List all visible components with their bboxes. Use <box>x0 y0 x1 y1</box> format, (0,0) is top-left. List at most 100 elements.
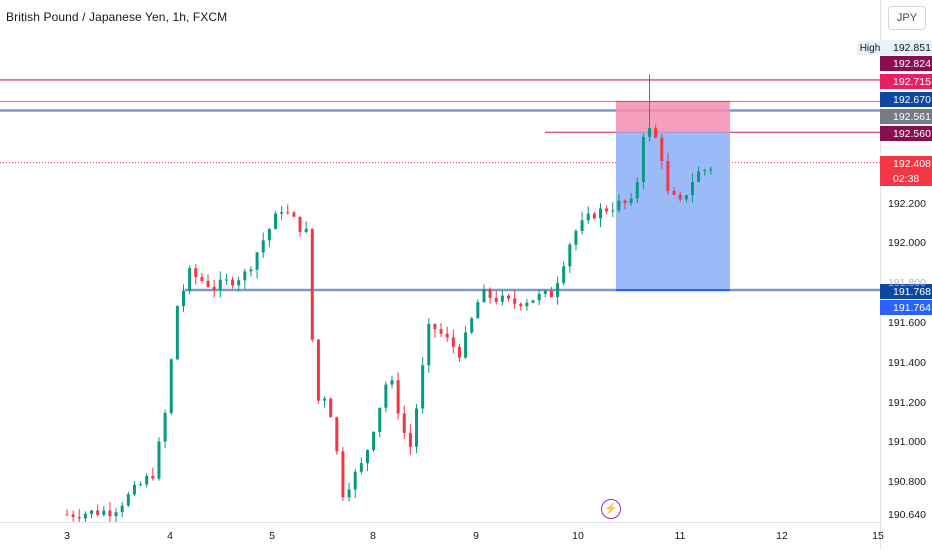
candle <box>549 287 553 298</box>
candle <box>243 268 247 289</box>
time-tick: 3 <box>64 530 70 542</box>
candle <box>102 506 106 517</box>
price-tick: 191.400 <box>888 357 926 369</box>
symbol-legend[interactable]: British Pound / Japanese Yen, 1h, FXCM <box>6 10 228 24</box>
candle-body <box>427 324 431 366</box>
candle-body <box>255 252 259 270</box>
candle-body <box>372 431 376 451</box>
candle <box>611 202 615 217</box>
price-tag-target-close: 191.764 <box>880 300 932 315</box>
candle-body <box>145 476 149 485</box>
candle-body <box>323 398 327 401</box>
candle-body <box>445 333 449 338</box>
candle-body <box>470 318 474 333</box>
chart-pane[interactable]: British Pound / Japanese Yen, 1h, FXCM <box>0 0 880 522</box>
candle-body <box>586 213 590 221</box>
candle <box>359 457 363 475</box>
price-tick: 191.000 <box>888 436 926 448</box>
candle-body <box>163 413 167 442</box>
candle-body <box>635 182 639 199</box>
candle-body <box>525 302 529 307</box>
candle-body <box>200 277 204 281</box>
candle <box>408 424 412 455</box>
candle <box>513 290 517 309</box>
candle-body <box>341 451 345 498</box>
candle-body <box>451 337 455 347</box>
candle <box>464 326 468 359</box>
candle <box>120 501 124 518</box>
candle <box>562 261 566 286</box>
price-tick: 190.640 <box>888 509 926 521</box>
time-tick: 4 <box>167 530 173 542</box>
price-tag-last: 192.408 <box>880 156 932 171</box>
high-value: 192.851 <box>883 40 932 55</box>
currency-button[interactable]: JPY <box>888 6 926 30</box>
price-tag-crosshair: 192.561 <box>880 109 932 124</box>
candle <box>666 152 670 196</box>
candle <box>390 375 394 389</box>
price-tag-level-blue: 192.670 <box>880 92 932 107</box>
time-tick: 5 <box>269 530 275 542</box>
candle-body <box>402 413 406 433</box>
price-axis[interactable] <box>880 0 932 550</box>
candle <box>507 294 511 302</box>
candle-body <box>464 332 468 358</box>
candle <box>439 323 443 338</box>
candle <box>556 276 560 305</box>
candle <box>255 251 259 279</box>
time-axis[interactable] <box>0 522 880 551</box>
candle <box>690 173 694 203</box>
horizontal-levels <box>0 78 880 292</box>
candle-body <box>660 137 664 162</box>
candle-body <box>243 271 247 281</box>
candle <box>65 509 69 516</box>
candle-body <box>77 516 81 519</box>
candle-body <box>280 212 284 214</box>
candle <box>482 284 486 303</box>
candle-body <box>157 441 161 479</box>
candle <box>654 124 658 139</box>
candle <box>90 509 94 519</box>
candle-body <box>90 510 94 514</box>
time-tick: 10 <box>572 530 584 542</box>
candlestick-chart[interactable] <box>0 0 880 522</box>
candle <box>273 211 277 230</box>
candle <box>126 491 130 508</box>
time-tick: 15 <box>872 530 884 542</box>
time-tick: 8 <box>370 530 376 542</box>
lightning-icon[interactable]: ⚡ <box>601 499 621 519</box>
candle <box>261 232 265 258</box>
candle-body <box>83 513 87 519</box>
candle <box>163 409 167 449</box>
candle <box>598 203 602 228</box>
candle-body <box>605 208 609 212</box>
candle <box>451 329 455 354</box>
stop-loss-zone <box>616 101 730 133</box>
candle-body <box>151 476 155 479</box>
candle-body <box>114 512 118 517</box>
price-tick: 191.200 <box>888 397 926 409</box>
candle <box>378 407 382 438</box>
candle-body <box>206 280 210 287</box>
candle-body <box>519 303 523 307</box>
candle-body <box>169 359 173 414</box>
candle <box>697 166 701 183</box>
candle-body <box>562 266 566 284</box>
candle <box>188 265 192 295</box>
time-tick: 9 <box>473 530 479 542</box>
candle <box>372 431 376 452</box>
candle-body <box>335 417 339 452</box>
candle-body <box>102 510 106 515</box>
candle-body <box>65 514 69 516</box>
candle <box>151 467 155 481</box>
price-tick: 190.800 <box>888 476 926 488</box>
candle-body <box>231 279 235 286</box>
candle <box>568 242 572 273</box>
candle <box>194 264 198 285</box>
candle <box>605 205 609 215</box>
candle <box>494 291 498 305</box>
time-tick: 11 <box>674 530 686 542</box>
candle <box>83 511 87 522</box>
candle-body <box>292 212 296 217</box>
